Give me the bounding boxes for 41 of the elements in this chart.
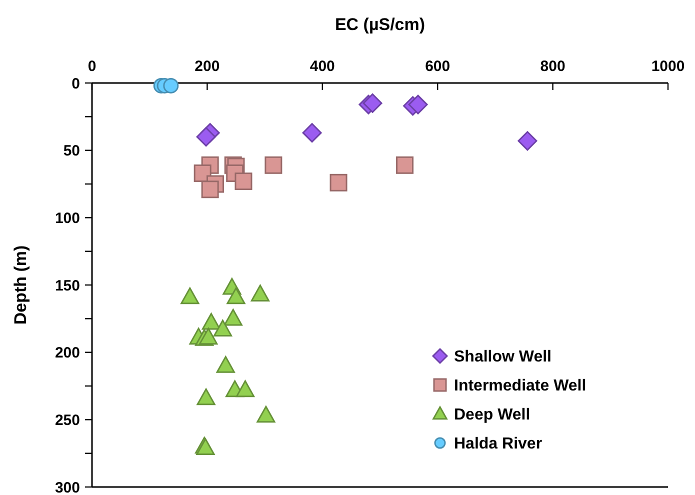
x-axis-title: EC (µS/cm) [334,15,426,34]
point [163,78,179,94]
point [224,308,242,326]
point [236,380,255,398]
point [196,388,216,406]
point [213,320,232,336]
legend-label: Intermediate Well [454,378,586,395]
point [264,156,282,174]
x-tick-label: 400 [310,58,335,75]
point [250,284,270,302]
x-tick-label: 600 [425,58,450,75]
point [256,406,276,423]
x-tick-label: 0 [88,58,96,75]
legend-label: Shallow Well [454,348,552,366]
point [226,287,246,304]
point [180,287,200,304]
x-tick-label: 1000 [651,58,685,75]
point [201,180,219,198]
legend-label: Deep Well [454,406,530,424]
point [199,328,218,345]
point [362,93,382,113]
point [216,356,235,373]
point [396,156,414,174]
y-tick-label: 250 [54,412,80,429]
point [302,123,322,143]
point [518,131,538,151]
point [202,312,221,330]
legend-label: Halda River [454,436,542,453]
y-tick-label: 100 [54,210,80,227]
y-tick-label: 150 [54,277,80,294]
y-axis-title: Depth (m) [11,245,30,325]
y-tick-label: 0 [72,75,80,92]
x-tick-label: 200 [194,58,220,75]
point [234,172,252,190]
point [408,94,428,114]
point [196,127,216,147]
x-tick-label: 800 [540,58,566,75]
y-tick-label: 50 [63,142,80,160]
point [330,174,348,192]
y-tick-label: 200 [54,344,80,362]
y-tick-label: 300 [54,479,80,495]
